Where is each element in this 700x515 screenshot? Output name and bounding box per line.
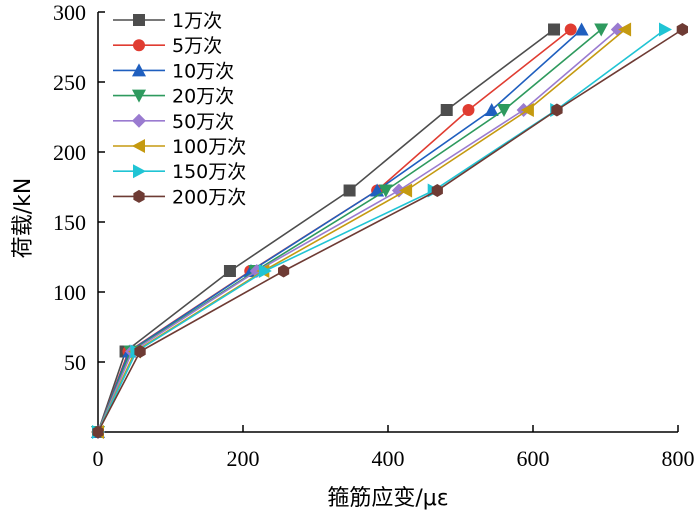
series-8: [92, 23, 688, 439]
series-line: [97, 28, 683, 433]
y-tick-label: 100: [53, 280, 86, 305]
data-point: [440, 104, 453, 116]
legend-item: 50万次: [113, 111, 234, 133]
x-tick-label: 200: [227, 446, 260, 471]
legend-item: 1万次: [113, 10, 222, 32]
y-tick-label: 300: [53, 0, 86, 25]
series-line: [97, 28, 602, 433]
legend-marker: [133, 39, 145, 52]
x-axis-title: 箍筋应变/με: [327, 486, 448, 511]
data-point: [391, 183, 406, 198]
x-tick-label: 600: [517, 446, 550, 471]
x-tick-label: 800: [662, 446, 695, 471]
data-point: [343, 184, 356, 197]
legend-label: 5万次: [172, 35, 222, 57]
data-point: [399, 183, 413, 198]
data-point: [548, 23, 561, 36]
data-point: [618, 22, 632, 37]
legend-label: 50万次: [172, 111, 234, 133]
data-point: [659, 22, 672, 37]
legend-label: 150万次: [172, 161, 246, 183]
series-3: [91, 22, 589, 438]
legend: 1万次 5万次 10万次 20万次 50万次 100万次 150万次 200万次: [113, 10, 246, 208]
legend-item: 200万次: [113, 186, 246, 208]
data-point: [484, 103, 499, 116]
y-tick-label: 50: [64, 350, 86, 375]
data-point: [497, 104, 511, 117]
legend-label: 1万次: [172, 10, 222, 32]
data-point: [134, 345, 146, 358]
data-point: [676, 23, 688, 36]
legend-item: 100万次: [113, 136, 246, 158]
x-tick-label: 400: [372, 446, 405, 471]
data-point: [223, 265, 236, 277]
data-point: [520, 103, 534, 117]
series-layer: [91, 22, 688, 439]
series-line: [97, 28, 583, 433]
legend-marker: [132, 63, 146, 77]
legend-label: 100万次: [172, 136, 246, 158]
y-tick-label: 200: [53, 140, 86, 165]
data-point: [378, 184, 393, 198]
axis-ticks: 0 200 400 600 800 50 100 150 200 250 300: [53, 0, 695, 471]
data-point: [594, 23, 609, 37]
legend-marker: [132, 113, 146, 128]
legend-label: 10万次: [172, 60, 234, 82]
legend-item: 5万次: [113, 35, 222, 57]
y-axis-title: 荷载/kN: [11, 178, 36, 259]
data-point: [574, 22, 589, 36]
series-line: [97, 28, 555, 433]
y-tick-label: 250: [53, 70, 86, 95]
data-point: [278, 264, 290, 278]
legend-marker: [133, 14, 145, 26]
legend-item: 10万次: [113, 60, 234, 82]
data-point: [431, 184, 443, 197]
data-point: [564, 23, 577, 36]
legend-marker: [133, 189, 145, 203]
data-point: [551, 103, 563, 117]
legend-item: 20万次: [113, 86, 234, 108]
series-line: [97, 28, 666, 433]
legend-marker: [132, 139, 145, 153]
data-point: [462, 104, 475, 116]
y-tick-label: 150: [53, 210, 86, 235]
legend-marker: [133, 164, 146, 179]
data-point: [92, 425, 104, 439]
series-line: [97, 28, 619, 433]
series-line: [97, 28, 626, 433]
series-1: [92, 23, 561, 438]
data-point: [258, 264, 272, 278]
legend-item: 150万次: [113, 161, 246, 183]
legend-label: 200万次: [172, 186, 246, 208]
legend-marker: [132, 89, 146, 103]
legend-label: 20万次: [172, 86, 234, 108]
x-tick-label: 0: [93, 446, 104, 471]
